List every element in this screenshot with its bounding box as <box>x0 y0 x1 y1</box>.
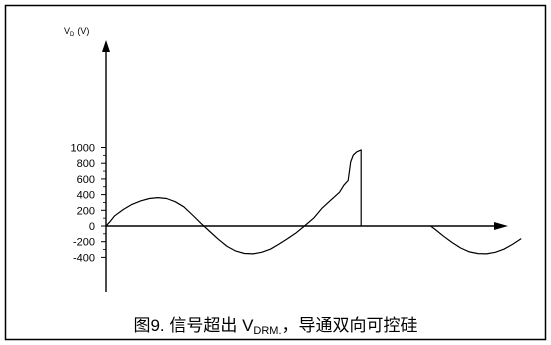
border <box>4 4 547 341</box>
y-tick-label: 400 <box>77 190 95 202</box>
y-axis-label: VD (V) <box>64 26 89 38</box>
y-axis-arrow <box>102 40 110 52</box>
x-axis-arrow <box>494 222 508 230</box>
y-tick-label: 1000 <box>71 143 95 155</box>
figure-caption: 图9. 信号超出 VDRM.，导通双向可控硅 <box>0 311 551 337</box>
caption-subscript: DRM. <box>253 325 282 337</box>
series-line-1 <box>105 149 362 255</box>
y-tick-label: 800 <box>77 158 95 170</box>
caption-prefix: 图9. 信号超出 V <box>133 316 254 335</box>
y-tick-label: -400 <box>73 252 95 264</box>
y-tick-label: 200 <box>77 205 95 217</box>
series-line-2 <box>430 225 522 255</box>
y-tick-label: -200 <box>73 237 95 249</box>
chart: 1000 800 600 400 200 0 -200 -400 VD (V) <box>64 26 522 292</box>
caption-suffix: ，导通双向可控硅 <box>281 316 418 335</box>
y-tick-label: 0 <box>89 221 95 233</box>
y-tick-label: 600 <box>77 174 95 186</box>
